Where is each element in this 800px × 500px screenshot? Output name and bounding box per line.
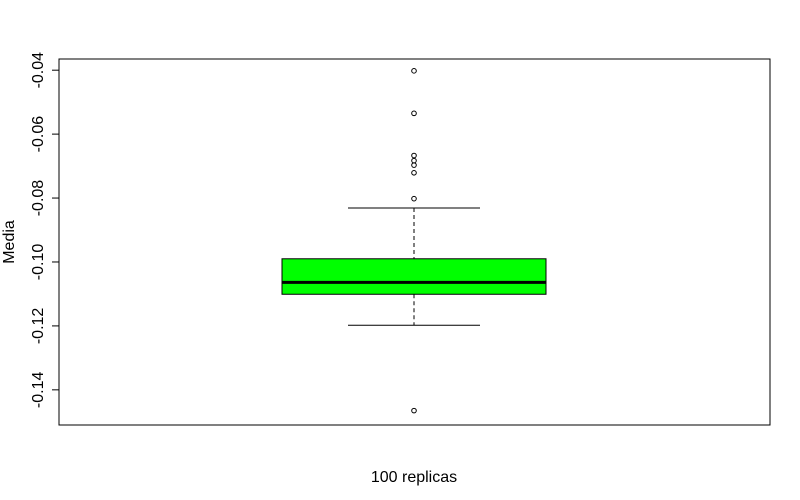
y-tick-label: -0.12	[30, 308, 47, 345]
outlier-point	[411, 169, 417, 176]
plot-frame	[58, 58, 771, 426]
outlier-point	[411, 68, 417, 74]
y-tick-label: -0.04	[30, 52, 47, 89]
iqr-box	[281, 258, 547, 295]
outlier-point	[411, 162, 417, 168]
outlier-point	[411, 407, 417, 414]
outlier-points	[411, 68, 417, 414]
y-tick-label: -0.08	[30, 180, 47, 217]
boxplot-series	[281, 207, 547, 326]
y-axis: -0.14 -0.12 -0.10 -0.08 -0.06 -0.04	[30, 52, 60, 409]
y-tick-label: -0.14	[30, 372, 47, 409]
outlier-point	[411, 195, 417, 202]
y-axis-label: Media	[1, 220, 18, 264]
outlier-point	[411, 152, 417, 159]
x-axis-label: 100 replicas	[371, 469, 457, 486]
y-tick-label: -0.06	[30, 116, 47, 153]
outlier-point	[411, 110, 417, 117]
outlier-point	[411, 157, 417, 164]
y-tick-label: -0.10	[30, 244, 47, 281]
